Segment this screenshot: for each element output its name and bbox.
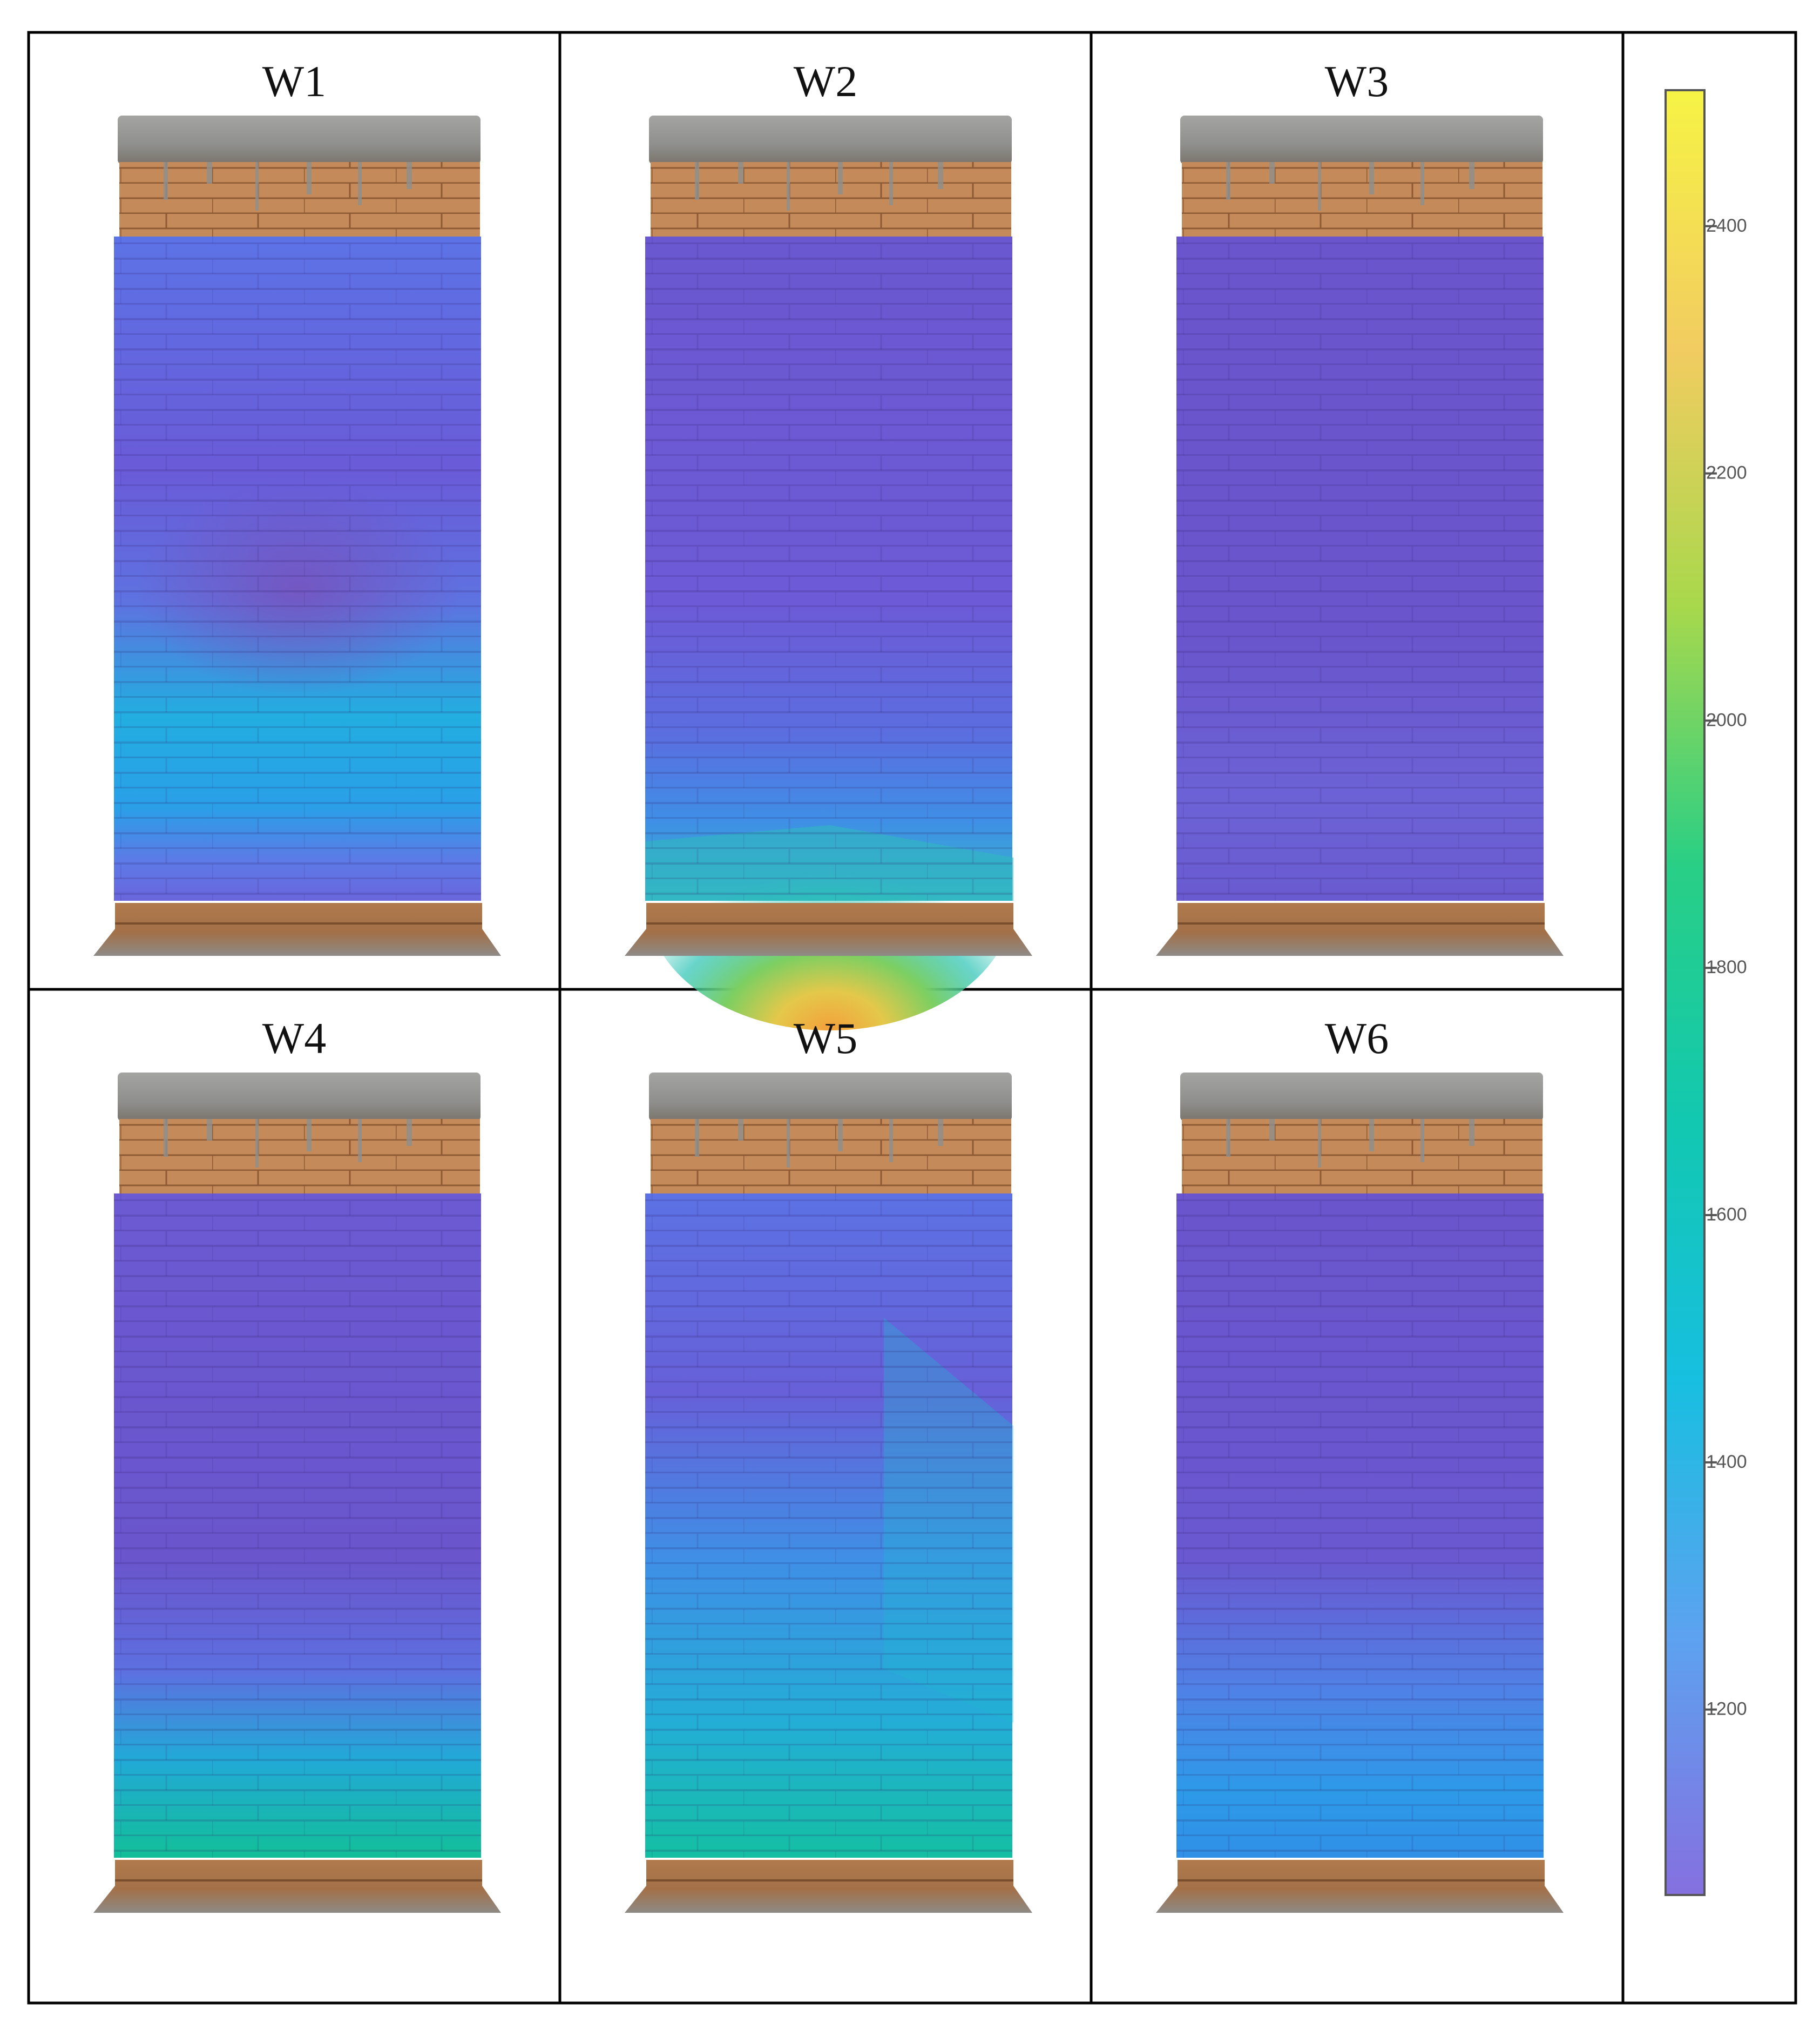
colorbar-gradient <box>1665 89 1706 1896</box>
grout-drip <box>207 1119 212 1141</box>
grout-drip <box>1226 162 1230 200</box>
panel-w3: W3 <box>1156 57 1564 956</box>
grout-drip <box>1469 1119 1474 1146</box>
brick-texture <box>645 1193 1012 1858</box>
brick-texture <box>114 237 481 901</box>
panel-title: W1 <box>262 57 326 106</box>
panel-w1: W1 <box>93 57 501 956</box>
grout-drip <box>787 1119 790 1168</box>
wall-specimen <box>93 116 501 956</box>
grout-drip <box>1369 1119 1374 1151</box>
brick-texture <box>1176 237 1544 901</box>
wall-specimen <box>625 1073 1032 1913</box>
grout-drip <box>787 162 790 211</box>
colorbar-tick-label: 2000 <box>1706 710 1747 730</box>
wall-specimen <box>1156 116 1564 956</box>
brick-texture <box>1176 1193 1544 1858</box>
concrete-top-slab <box>1180 1073 1543 1121</box>
panel-title: W2 <box>794 57 857 106</box>
exposed-brick-top <box>1182 1119 1542 1195</box>
panel-w5: W5 <box>625 1014 1032 1913</box>
panel-title: W6 <box>1325 1014 1389 1063</box>
figure-grid <box>27 31 1797 2005</box>
grout-drip <box>1269 162 1275 184</box>
colorbar: 2400 2200 2000 1800 1600 1400 1200 <box>1665 89 1747 1896</box>
base-course <box>93 903 501 956</box>
colorbar-tick-label: 1200 <box>1706 1699 1747 1719</box>
colorbar-tick-label: 2200 <box>1706 463 1747 483</box>
grout-drip <box>407 162 412 189</box>
base-course <box>625 903 1032 956</box>
wall-specimen <box>93 1073 501 1913</box>
concrete-top-slab <box>1180 116 1543 164</box>
grout-drip <box>1469 162 1474 189</box>
grout-drip <box>164 1119 168 1157</box>
brick-texture <box>114 1193 481 1858</box>
concrete-top-slab <box>649 1073 1012 1121</box>
grout-drip <box>307 1119 312 1151</box>
exposed-brick-top <box>651 1119 1011 1195</box>
grout-drip <box>358 1119 362 1162</box>
grout-drip <box>307 162 312 194</box>
panel-title: W5 <box>794 1014 857 1063</box>
grout-drip <box>938 1119 943 1146</box>
grout-drip <box>207 162 212 184</box>
panel-w2: W2 <box>625 57 1032 1030</box>
exposed-brick-top <box>119 162 480 238</box>
base-course <box>625 1860 1032 1913</box>
grout-drip <box>255 162 259 211</box>
panel-w6: W6 <box>1156 1014 1564 1913</box>
concrete-top-slab <box>118 116 481 164</box>
grout-drip <box>164 162 168 200</box>
grout-drip <box>358 162 362 205</box>
grout-drip <box>838 1119 843 1151</box>
panel-title: W3 <box>1325 57 1389 106</box>
grout-drip <box>1318 1119 1321 1168</box>
grout-drip <box>695 162 699 200</box>
grout-drip <box>1269 1119 1275 1141</box>
grout-drip <box>738 162 743 184</box>
wall-specimen <box>625 116 1032 1030</box>
colorbar-tick-label: 1800 <box>1706 957 1747 977</box>
grout-drip <box>1318 162 1321 211</box>
brick-texture <box>645 237 1012 901</box>
colorbar-tick-label: 1600 <box>1706 1204 1747 1225</box>
grout-drip <box>838 162 843 194</box>
base-course <box>93 1860 501 1913</box>
concrete-top-slab <box>118 1073 481 1121</box>
base-course <box>1156 903 1564 956</box>
exposed-brick-top <box>119 1119 480 1195</box>
grout-drip <box>1226 1119 1230 1157</box>
grout-drip <box>255 1119 259 1168</box>
grout-drip <box>938 162 943 189</box>
grout-drip <box>1369 162 1374 194</box>
grout-drip <box>738 1119 743 1141</box>
panel-w4: W4 <box>93 1014 501 1913</box>
grout-drip <box>889 162 893 205</box>
wall-specimen <box>1156 1073 1564 1913</box>
grout-drip <box>889 1119 893 1162</box>
grout-drip <box>1420 1119 1424 1162</box>
colorbar-tick-label: 2400 <box>1706 215 1747 236</box>
exposed-brick-top <box>1182 162 1542 238</box>
exposed-brick-top <box>651 162 1011 238</box>
panel-title: W4 <box>262 1014 326 1063</box>
grout-drip <box>1420 162 1424 205</box>
base-course <box>1156 1860 1564 1913</box>
concrete-top-slab <box>649 116 1012 164</box>
grout-drip <box>407 1119 412 1146</box>
grout-drip <box>695 1119 699 1157</box>
colorbar-tick-label: 1400 <box>1706 1452 1747 1472</box>
